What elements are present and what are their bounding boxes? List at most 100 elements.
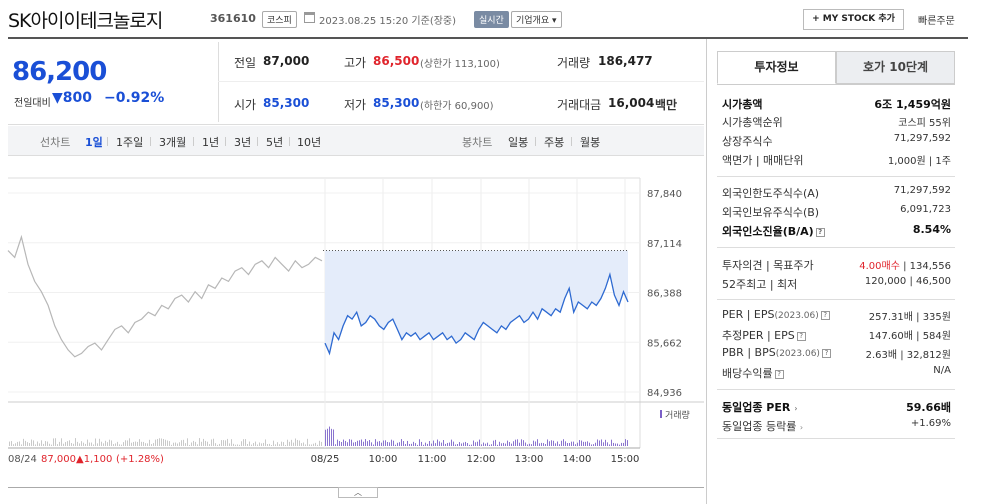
tab-10years[interactable]: 10년 xyxy=(297,136,322,149)
volume-bar xyxy=(317,444,318,446)
tab-5years[interactable]: 5년 xyxy=(266,136,284,149)
volume-bar xyxy=(429,441,430,446)
volume-bar xyxy=(61,438,62,446)
volume-bar xyxy=(593,444,594,446)
volume-bar xyxy=(111,440,112,446)
industry-per-text: 동일업종 PER xyxy=(722,401,791,414)
add-my-stock-button[interactable]: + MY STOCK 추가 xyxy=(803,9,904,30)
volume-bar xyxy=(387,441,388,446)
tab-weekly-candle[interactable]: 주봉 xyxy=(544,136,565,149)
volume-bar xyxy=(597,439,598,446)
volume-bar xyxy=(535,441,536,446)
volume-bar xyxy=(291,439,292,446)
expand-chart-button[interactable]: ︿ xyxy=(338,487,378,498)
volume-bar xyxy=(371,442,372,446)
volume-bar xyxy=(47,441,48,446)
volume-bar xyxy=(389,442,390,446)
volume-bar xyxy=(417,444,418,446)
par-value-label: 액면가 | 매매단위 xyxy=(722,154,804,167)
help-icon[interactable]: ? xyxy=(796,332,806,341)
industry-rate-label[interactable]: 동일업종 등락률 › xyxy=(722,418,803,434)
tab-daily-candle[interactable]: 일봉 xyxy=(508,136,529,149)
volume-bar xyxy=(235,444,236,446)
tab-monthly-candle[interactable]: 월봉 xyxy=(580,136,601,149)
upper-limit: (상한가 113,100) xyxy=(420,59,500,70)
volume-bar xyxy=(221,440,222,446)
volume-bar xyxy=(41,440,42,446)
volume-bar xyxy=(261,443,262,446)
volume-bar xyxy=(441,442,442,446)
volume-bar xyxy=(109,439,110,446)
tab-1week[interactable]: 1주일 xyxy=(116,136,144,149)
chevron-up-icon: ︿ xyxy=(354,488,362,497)
realtime-badge[interactable]: 실시간 xyxy=(474,11,509,28)
tab-3years[interactable]: 3년 xyxy=(234,136,252,149)
volume-bar xyxy=(315,442,316,446)
help-icon[interactable]: ? xyxy=(815,228,825,237)
volume-bar xyxy=(31,439,32,446)
quick-order-link[interactable]: 빠른주문 xyxy=(918,16,955,27)
current-price: 86,200 xyxy=(12,57,107,87)
market-cap-rank-label[interactable]: 시가총액순위 xyxy=(722,116,783,129)
volume-bar xyxy=(89,442,90,446)
calendar-icon xyxy=(304,12,315,23)
foreign-limit-value: 71,297,592 xyxy=(893,185,951,196)
volume-bar xyxy=(455,444,456,446)
company-info-dropdown[interactable]: 기업개요 ▾ xyxy=(511,11,562,28)
volume-bar xyxy=(437,439,438,446)
volume-bar xyxy=(603,442,604,446)
volume-bar xyxy=(29,443,30,446)
volume-bar xyxy=(297,439,298,446)
volume-bar xyxy=(213,438,214,446)
volume-bar xyxy=(107,442,108,446)
volume-bar xyxy=(175,442,176,446)
volume-bar xyxy=(511,443,512,446)
volume-bar xyxy=(397,442,398,446)
volume-bar xyxy=(537,439,538,446)
tab-investment-info[interactable]: 투자정보 xyxy=(717,51,836,84)
volume-bar xyxy=(13,444,14,446)
tab-3months[interactable]: 3개월 xyxy=(159,136,187,149)
volume-bar xyxy=(139,439,140,446)
volume-bar xyxy=(457,444,458,446)
volume-bar xyxy=(617,443,618,446)
industry-per-label[interactable]: 동일업종 PER › xyxy=(722,399,798,415)
tab-divider xyxy=(107,137,108,146)
help-icon[interactable]: ? xyxy=(821,349,831,358)
volume-bar xyxy=(329,426,330,446)
est-per-value: 147.60배 | 584원 xyxy=(868,331,951,342)
volume-bar xyxy=(377,441,378,446)
volume-bar xyxy=(533,440,534,446)
price-chart[interactable]: 87,840 87,114 86,388 85,662 84,936 08/25 10:0… xyxy=(0,156,704,491)
volume-bar xyxy=(623,442,624,446)
foreign-ratio-label: 외국인소진율(B/A)? xyxy=(722,223,825,239)
opinion-row: 투자의견 | 목표주가 4.00매수 | 134,556 xyxy=(722,257,951,274)
section-divider xyxy=(717,389,955,390)
volume-bar xyxy=(169,441,170,446)
volume-bar xyxy=(381,442,382,446)
volume-bar xyxy=(369,440,370,446)
tab-1year[interactable]: 1년 xyxy=(202,136,220,149)
volume-bar xyxy=(85,443,86,446)
y-tick-label: 86,388 xyxy=(647,289,682,300)
volume-bar xyxy=(125,440,126,446)
volume-bar xyxy=(217,444,218,446)
volume-bar xyxy=(569,442,570,446)
tab-1day[interactable]: 1일 xyxy=(85,136,103,149)
volume-bar xyxy=(573,441,574,446)
volume-bar xyxy=(527,444,528,446)
foreign-ratio-text: 외국인소진율(B/A) xyxy=(722,225,814,238)
help-icon[interactable]: ? xyxy=(820,311,830,320)
volume-label: 거래량 xyxy=(557,56,591,70)
x-tick-label: 13:00 xyxy=(515,454,544,465)
per-value: 257.31배 | 335원 xyxy=(868,312,951,323)
foreign-limit-label: 외국인한도주식수(A) xyxy=(722,187,820,200)
volume-bar xyxy=(49,443,50,446)
volume-bar xyxy=(447,442,448,446)
volume-bar xyxy=(365,439,366,446)
volume-bar xyxy=(145,443,146,446)
tab-orderbook-10[interactable]: 호가 10단계 xyxy=(836,51,955,84)
help-icon[interactable]: ? xyxy=(774,370,784,379)
volume-bar xyxy=(489,444,490,446)
volume-bar xyxy=(251,444,252,446)
